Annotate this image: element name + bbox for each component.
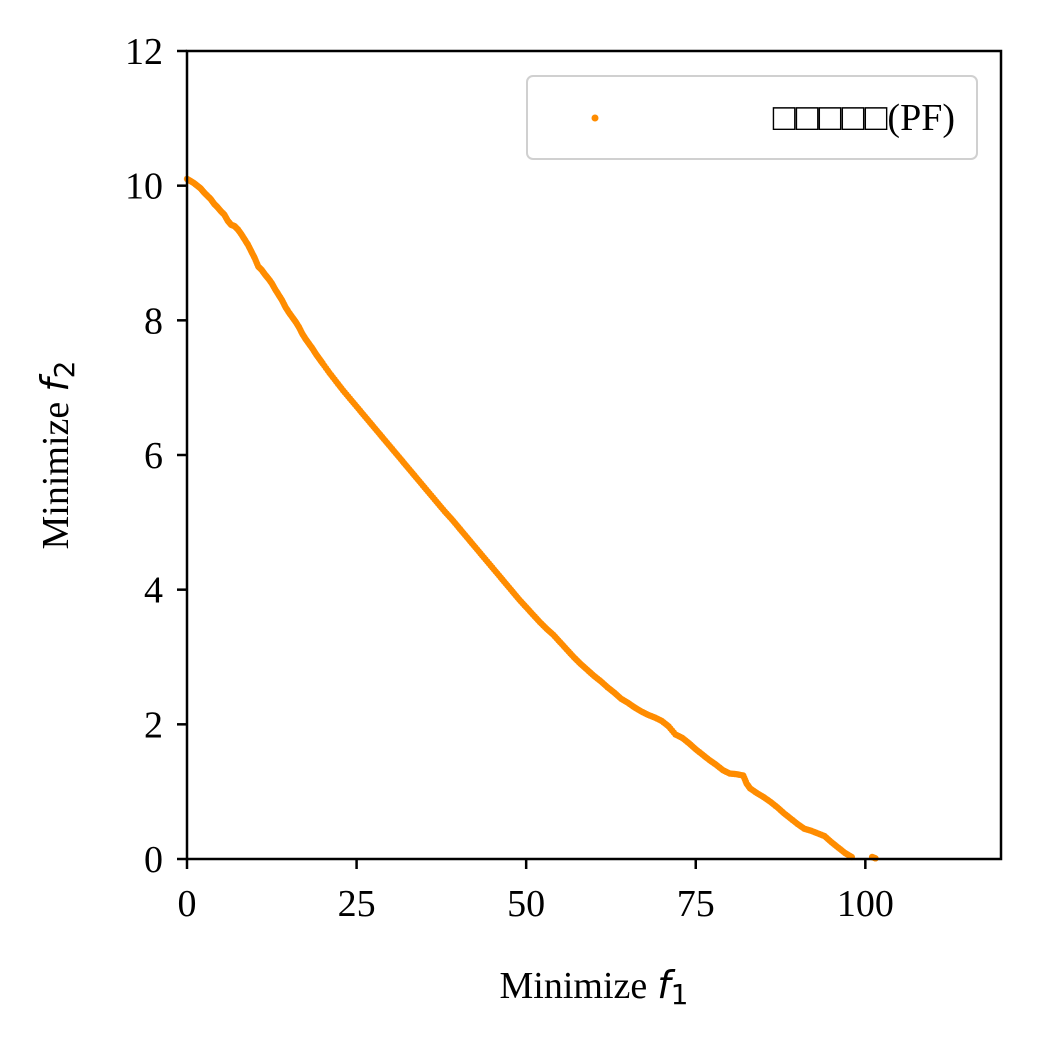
y-tick-label: 0 [144,839,163,881]
legend-frame [526,75,978,160]
y-axis-label: Minimizef2 [33,361,81,550]
x-tick-label: 0 [178,883,197,925]
y-tick-label: 4 [144,570,163,612]
x-tick-label: 25 [338,883,376,925]
x-tick-label: 75 [677,883,715,925]
x-tick-label: 50 [507,883,545,925]
y-axis: 0 2 4 6 8 10 12 [125,31,187,881]
y-tick-label: 2 [144,704,163,746]
x-axis-label: Minimize f1 [500,963,689,1011]
scatter-points [183,175,879,862]
legend-entry-label: □□□□□(PF) [773,97,955,139]
legend: □□□□□(PF) [526,75,978,160]
legend-marker [591,114,599,122]
y-tick-label: 10 [125,166,163,208]
x-axis: 0 25 50 75 100 [178,859,894,925]
y-tick-label: 6 [144,435,163,477]
y-tick-label: 8 [144,300,163,342]
x-tick-label: 100 [837,883,894,925]
y-tick-label: 12 [125,31,163,73]
